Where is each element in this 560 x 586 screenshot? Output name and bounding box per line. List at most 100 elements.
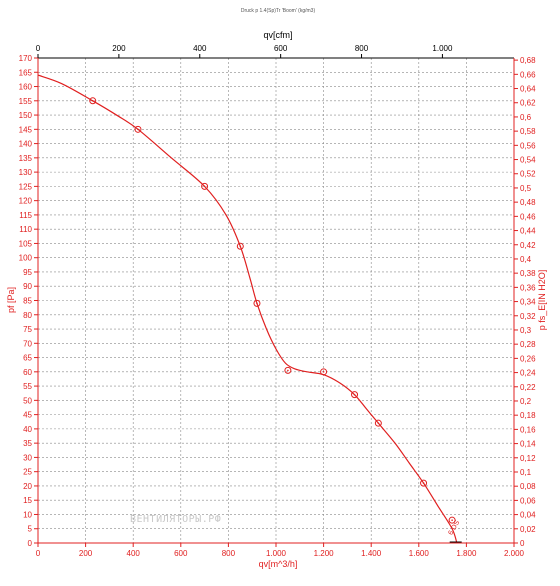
marker-dot <box>353 393 356 396</box>
y-tick-label: 100 <box>19 254 33 263</box>
marker-dot <box>451 519 453 521</box>
y2-tick-label: 0,26 <box>520 354 536 363</box>
y-tick-label: 90 <box>23 282 32 291</box>
y-tick-label: 165 <box>19 68 33 77</box>
y2-tick-label: 0,64 <box>520 85 536 94</box>
y2-tick-label: 0,42 <box>520 241 536 250</box>
y-tick-label: 30 <box>23 453 32 462</box>
y2-tick-label: 0 <box>520 539 525 548</box>
y-tick-label: 115 <box>19 211 32 220</box>
y2-tick-label: 0,66 <box>520 70 536 79</box>
curve-marker <box>320 368 328 376</box>
x-tick-label: 800 <box>222 549 236 558</box>
y-tick-label: 150 <box>19 111 33 120</box>
y2-tick-label: 0,12 <box>520 454 536 463</box>
marker-ring <box>420 479 428 487</box>
x-tick-label: 0 <box>36 549 41 558</box>
y-tick-label: 75 <box>23 325 32 334</box>
x-tick-label: 1.200 <box>314 549 335 558</box>
y-tick-label: 110 <box>19 225 32 234</box>
y2-tick-label: 0,48 <box>520 198 536 207</box>
y-tick-label: 105 <box>19 239 33 248</box>
y2-tick-label: 0,54 <box>520 156 536 165</box>
bottom-axis-title: qv[m^3/h] <box>259 559 298 569</box>
y-tick-label: 120 <box>19 197 33 206</box>
y-tick-label: 145 <box>19 125 33 134</box>
curve-marker <box>284 366 292 374</box>
grid <box>38 58 514 543</box>
top-axis-title: qv[cfm] <box>263 30 292 40</box>
marker-ring <box>236 242 244 250</box>
y2-tick-label: 0,5 <box>520 184 532 193</box>
y2-tick-label: 0,1 <box>520 468 532 477</box>
x-tick-label: 600 <box>174 549 188 558</box>
y2-tick-label: 0,6 <box>520 113 532 122</box>
curve-marker <box>351 391 359 399</box>
x-tick-label: 200 <box>79 549 93 558</box>
y-tick-label: 5 <box>28 525 33 534</box>
y2-tick-label: 0,46 <box>520 212 536 221</box>
marker-dot <box>377 422 380 424</box>
y-tick-label: 65 <box>23 354 32 363</box>
y2-tick-label: 0,4 <box>520 255 532 264</box>
marker-dot <box>137 128 139 131</box>
y-tick-label: 35 <box>23 439 32 448</box>
y2-tick-label: 0,58 <box>520 127 536 136</box>
y-tick-label: 40 <box>23 425 32 434</box>
y2-tick-label: 0,56 <box>520 141 536 150</box>
y2-tick-label: 0,22 <box>520 383 536 392</box>
y2-tick-label: 0,14 <box>520 440 536 449</box>
y2-tick-label: 0,32 <box>520 312 536 321</box>
fan-curve-line <box>37 74 458 544</box>
y-tick-label: 140 <box>19 140 33 149</box>
marker-dot <box>91 99 94 102</box>
chart-title: Druck p 1.4(Sp)Tr 'Boom' (kg/m3) <box>241 8 316 14</box>
y2-tick-label: 0,08 <box>520 482 536 491</box>
marker-ring <box>448 516 456 524</box>
y2-tick-label: 0,44 <box>520 227 536 236</box>
x-tick-label: 400 <box>127 549 141 558</box>
curve-marker <box>374 419 382 427</box>
y-tick-label: 15 <box>23 496 32 505</box>
y2-tick-label: 0,36 <box>520 283 536 292</box>
y-tick-label: 0 <box>28 539 33 548</box>
x2-tick-label: 0 <box>36 44 41 53</box>
marker-ring <box>351 391 359 399</box>
x2-tick-label: 800 <box>355 44 369 53</box>
y2-tick-label: 0,04 <box>520 511 536 520</box>
y-tick-label: 85 <box>23 297 32 306</box>
y-tick-label: 130 <box>19 168 33 177</box>
y2-tick-label: 0,06 <box>520 496 536 505</box>
y-tick-label: 55 <box>23 382 32 391</box>
marker-dot <box>239 245 242 248</box>
watermark: ВЕНТИЛЯТОРЫ.РФ <box>130 514 221 525</box>
marker-ring <box>253 299 261 307</box>
marker-dot <box>203 185 206 188</box>
marker-dot <box>287 369 289 372</box>
x-tick-label: 1.400 <box>361 549 382 558</box>
x-tick-label: 1.600 <box>409 549 430 558</box>
y-tick-label: 95 <box>23 268 32 277</box>
y2-tick-label: 0,16 <box>520 425 536 434</box>
x2-tick-label: 1.000 <box>432 44 453 53</box>
y2-tick-label: 0,38 <box>520 269 536 278</box>
marker-dot <box>256 302 258 305</box>
marker-ring <box>320 368 328 376</box>
y-tick-label: 80 <box>23 311 32 320</box>
marker-ring <box>374 419 382 427</box>
y2-tick-label: 0,62 <box>520 99 536 108</box>
curve-marker <box>201 182 209 190</box>
y-tick-label: 50 <box>23 396 32 405</box>
curve-marker <box>134 125 142 133</box>
curve-marker <box>236 242 244 250</box>
y-tick-label: 135 <box>19 154 33 163</box>
curve-layer: 6 DS <box>37 74 462 544</box>
curve-marker <box>448 516 456 524</box>
marker-dot <box>322 371 325 373</box>
y2-tick-label: 0,2 <box>520 397 532 406</box>
y2-tick-label: 0,18 <box>520 411 536 420</box>
y2-tick-label: 0,02 <box>520 525 536 534</box>
right-axis-title: p fs_E[IN H2O] <box>537 270 547 331</box>
y-tick-label: 155 <box>19 97 33 106</box>
y2-tick-label: 0,68 <box>520 56 536 65</box>
